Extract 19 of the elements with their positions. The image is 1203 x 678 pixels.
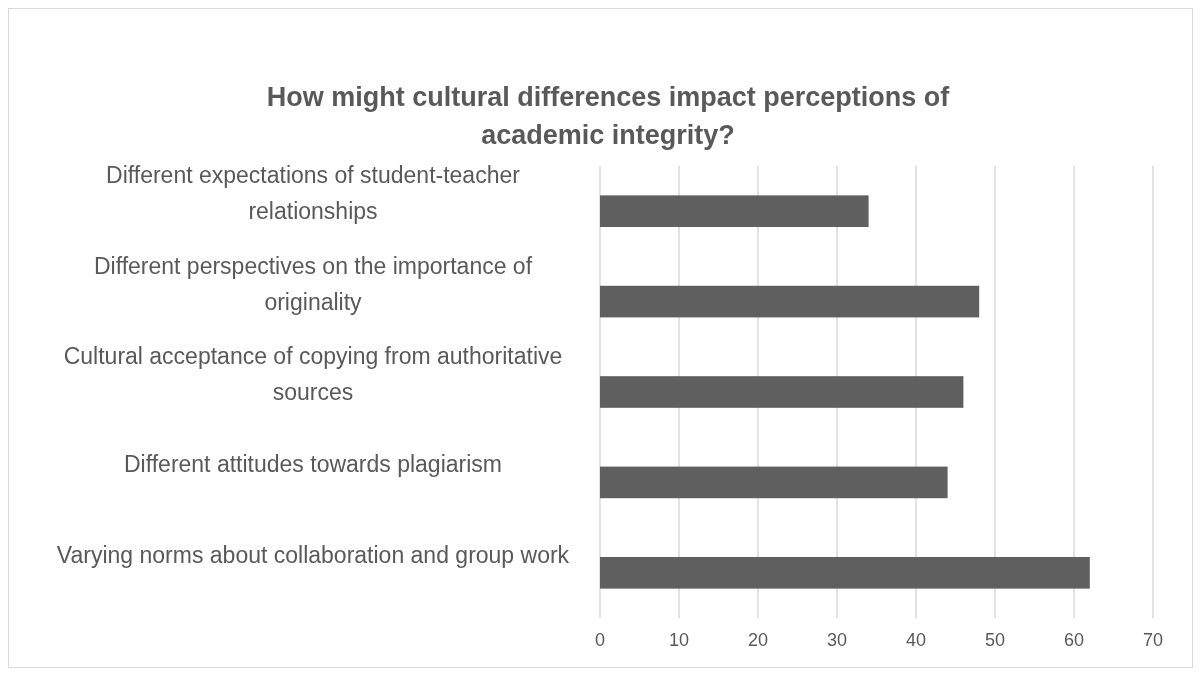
- x-tick-label: 10: [668, 630, 690, 650]
- bar: [600, 466, 948, 499]
- x-tick-label: 70: [1142, 630, 1164, 650]
- y-tick-label: Different attitudes towards plagiarism: [124, 451, 502, 478]
- x-tick-label: 0: [594, 630, 606, 650]
- y-tick-label: Varying norms about collaboration and group work: [56, 541, 570, 568]
- bar: [600, 285, 980, 318]
- bar: [600, 556, 1090, 589]
- y-tick-label: Cultural acceptance of copying from authoritative sources: [63, 343, 563, 405]
- y-tick-label: Different perspectives on the importance of originality: [93, 252, 533, 315]
- y-tick-label: Different expectations of student-teacher relationships: [106, 162, 521, 225]
- x-tick-label: 20: [747, 630, 769, 650]
- chart-title: How might cultural differences impact perceptions of academic integrity?: [266, 82, 951, 150]
- x-tick-label: 30: [826, 630, 848, 650]
- bar: [600, 376, 964, 408]
- x-tick-label: 60: [1063, 630, 1085, 650]
- x-tick-label: 40: [905, 630, 927, 650]
- x-tick-label: 50: [984, 630, 1006, 650]
- bar: [600, 195, 869, 228]
